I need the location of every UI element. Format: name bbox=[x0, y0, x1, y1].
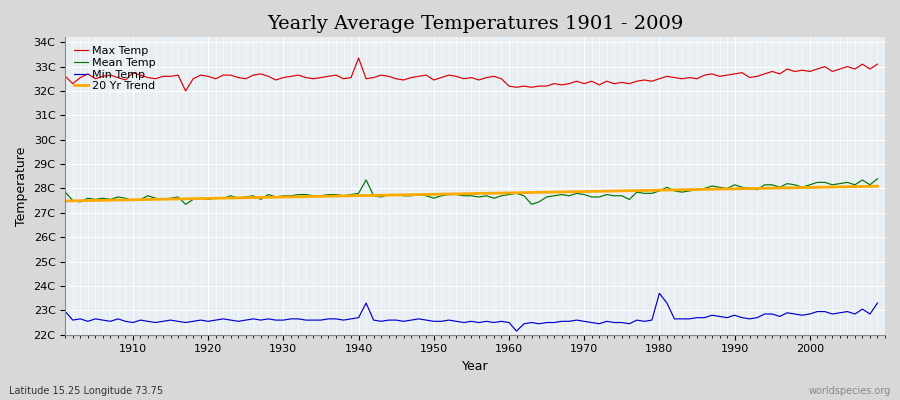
Max Temp bbox=[180, 88, 191, 93]
Y-axis label: Temperature: Temperature bbox=[15, 146, 28, 226]
Max Temp bbox=[338, 76, 349, 81]
Min Temp bbox=[601, 319, 612, 324]
Legend: Max Temp, Mean Temp, Min Temp, 20 Yr Trend: Max Temp, Mean Temp, Min Temp, 20 Yr Tre… bbox=[71, 43, 159, 94]
Min Temp bbox=[654, 291, 665, 296]
Text: worldspecies.org: worldspecies.org bbox=[809, 386, 891, 396]
Mean Temp bbox=[60, 190, 71, 194]
Mean Temp bbox=[601, 192, 612, 197]
Min Temp bbox=[60, 309, 71, 314]
Max Temp bbox=[60, 74, 71, 79]
Min Temp bbox=[330, 316, 341, 321]
Title: Yearly Average Temperatures 1901 - 2009: Yearly Average Temperatures 1901 - 2009 bbox=[267, 15, 683, 33]
Text: Latitude 15.25 Longitude 73.75: Latitude 15.25 Longitude 73.75 bbox=[9, 386, 163, 396]
Max Temp bbox=[609, 81, 620, 86]
Min Temp bbox=[496, 319, 507, 324]
Min Temp bbox=[285, 316, 296, 321]
Mean Temp bbox=[120, 196, 130, 201]
Max Temp bbox=[293, 73, 304, 78]
Max Temp bbox=[872, 62, 883, 66]
Max Temp bbox=[518, 84, 529, 88]
Min Temp bbox=[511, 329, 522, 334]
Min Temp bbox=[504, 320, 515, 325]
Min Temp bbox=[872, 301, 883, 306]
Min Temp bbox=[120, 319, 130, 324]
Max Temp bbox=[511, 85, 522, 90]
Mean Temp bbox=[338, 193, 349, 198]
Mean Temp bbox=[872, 176, 883, 181]
Line: Mean Temp: Mean Temp bbox=[66, 179, 878, 204]
Line: Max Temp: Max Temp bbox=[66, 58, 878, 91]
Max Temp bbox=[120, 78, 130, 82]
Mean Temp bbox=[504, 192, 515, 197]
Max Temp bbox=[353, 56, 364, 60]
Mean Temp bbox=[180, 202, 191, 207]
Mean Temp bbox=[511, 191, 522, 196]
Mean Temp bbox=[293, 192, 304, 197]
X-axis label: Year: Year bbox=[462, 360, 489, 373]
Line: Min Temp: Min Temp bbox=[66, 293, 878, 331]
